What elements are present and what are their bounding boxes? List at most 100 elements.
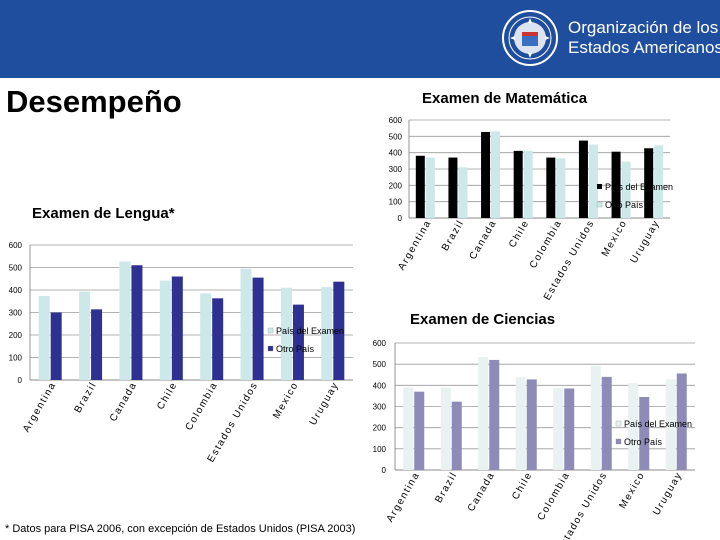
legend-swatch-science	[615, 438, 622, 445]
oas-seal-icon	[502, 10, 558, 66]
y-tick-label-math: 300	[389, 165, 403, 174]
x-tick-label-math: Argentina	[396, 218, 434, 272]
x-tick-label-language: Argentina	[21, 380, 59, 434]
x-tick-label-science: Uruguay	[651, 470, 685, 517]
y-tick-label-math: 0	[398, 214, 403, 223]
bar-language	[79, 291, 91, 380]
y-tick-label-science: 200	[373, 424, 387, 433]
chart-title-math: Examen de Matemática	[422, 90, 588, 107]
bar-science	[478, 356, 489, 470]
bar-math	[546, 157, 556, 218]
y-tick-label-language: 100	[9, 354, 23, 363]
x-tick-label-language: Canada	[108, 380, 140, 424]
x-tick-label-science: Colombia	[536, 470, 573, 522]
bar-science	[601, 376, 612, 470]
y-tick-label-science: 300	[373, 403, 387, 412]
bar-science	[489, 359, 500, 470]
bar-math	[415, 155, 425, 218]
org-name-line2: Estados Americanos	[568, 38, 720, 57]
y-tick-label-science: 100	[373, 445, 387, 454]
y-tick-label-math: 100	[389, 198, 403, 207]
y-tick-label-science: 400	[373, 381, 387, 390]
bar-language	[171, 276, 183, 380]
bar-science	[451, 401, 462, 470]
legend-label-science: País del Examen	[624, 419, 692, 429]
x-tick-label-math: Canada	[468, 218, 500, 262]
bar-science	[515, 377, 526, 470]
bar-language	[292, 304, 304, 380]
chart-title-language: Examen de Lengua*	[32, 205, 175, 222]
bar-math	[578, 140, 588, 218]
legend-swatch-science	[615, 420, 622, 427]
x-tick-label-science: Argentina	[385, 470, 423, 524]
bar-language	[333, 281, 345, 380]
x-tick-label-math: Mexico	[600, 218, 630, 259]
x-tick-label-language: Uruguay	[308, 380, 342, 427]
legend-label-math: País del Examen	[605, 182, 673, 192]
legend-label-science: Otro País	[624, 437, 663, 447]
y-tick-label-math: 500	[389, 132, 403, 141]
legend-swatch-language	[267, 345, 274, 352]
bar-language	[321, 287, 333, 380]
bar-math	[523, 150, 533, 218]
legend-swatch-math	[597, 184, 602, 189]
x-tick-label-science: Mexico	[617, 470, 647, 511]
bar-math	[588, 144, 598, 218]
page-title: Desempeño	[6, 84, 182, 119]
y-tick-label-math: 600	[389, 116, 403, 125]
bar-math	[654, 145, 664, 218]
bar-language	[38, 295, 50, 380]
x-tick-label-language: Colombia	[184, 380, 221, 432]
x-tick-label-math: Colombia	[528, 218, 565, 270]
bar-math	[611, 151, 621, 218]
y-tick-label-science: 500	[373, 360, 387, 369]
y-tick-label-language: 600	[9, 241, 23, 250]
bar-math	[481, 131, 491, 218]
bar-science	[440, 387, 451, 470]
y-tick-label-language: 200	[9, 331, 23, 340]
bar-math	[644, 148, 654, 218]
y-tick-label-language: 300	[9, 309, 23, 318]
bar-science	[628, 383, 639, 470]
bar-science	[665, 379, 676, 470]
bar-math	[491, 131, 501, 218]
y-tick-label-math: 200	[389, 181, 403, 190]
x-tick-label-language: Chile	[155, 380, 180, 412]
x-tick-label-math: Uruguay	[629, 218, 663, 265]
y-tick-label-language: 500	[9, 264, 23, 273]
y-tick-label-science: 600	[373, 339, 387, 348]
legend-label-language: País del Examen	[276, 326, 344, 336]
y-tick-label-math: 400	[389, 149, 403, 158]
x-tick-label-language: Brazil	[73, 380, 100, 415]
bar-science	[553, 387, 564, 470]
bar-math	[448, 157, 458, 218]
bar-math	[556, 158, 566, 218]
chart-title-science: Examen de Ciencias	[410, 311, 556, 328]
header-banner: Organización de los Estados Americanos	[0, 0, 720, 78]
bar-language	[119, 261, 131, 380]
bar-science	[676, 373, 687, 470]
x-tick-label-language: Mexico	[271, 380, 301, 421]
legend-label-language: Otro País	[276, 344, 315, 354]
bar-science	[639, 396, 650, 470]
x-tick-label-science: Canada	[466, 470, 498, 514]
bar-language	[280, 287, 292, 380]
bar-language	[200, 293, 212, 380]
bar-language	[252, 277, 264, 380]
y-tick-label-science: 0	[382, 466, 387, 475]
footnote: * Datos para PISA 2006, con excepción de…	[5, 523, 356, 535]
bar-science	[414, 391, 425, 470]
bar-math	[621, 161, 631, 218]
bar-science	[526, 379, 537, 470]
bar-science	[403, 387, 414, 470]
y-tick-label-language: 400	[9, 286, 23, 295]
bar-language	[50, 312, 62, 380]
x-tick-label-math: Brazil	[440, 218, 467, 253]
x-tick-label-science: Brazil	[433, 470, 460, 505]
org-name-line1: Organización de los	[568, 18, 719, 37]
bar-language	[212, 298, 224, 380]
bar-math	[458, 167, 468, 218]
legend-swatch-language	[267, 327, 274, 334]
bar-language	[240, 268, 252, 380]
